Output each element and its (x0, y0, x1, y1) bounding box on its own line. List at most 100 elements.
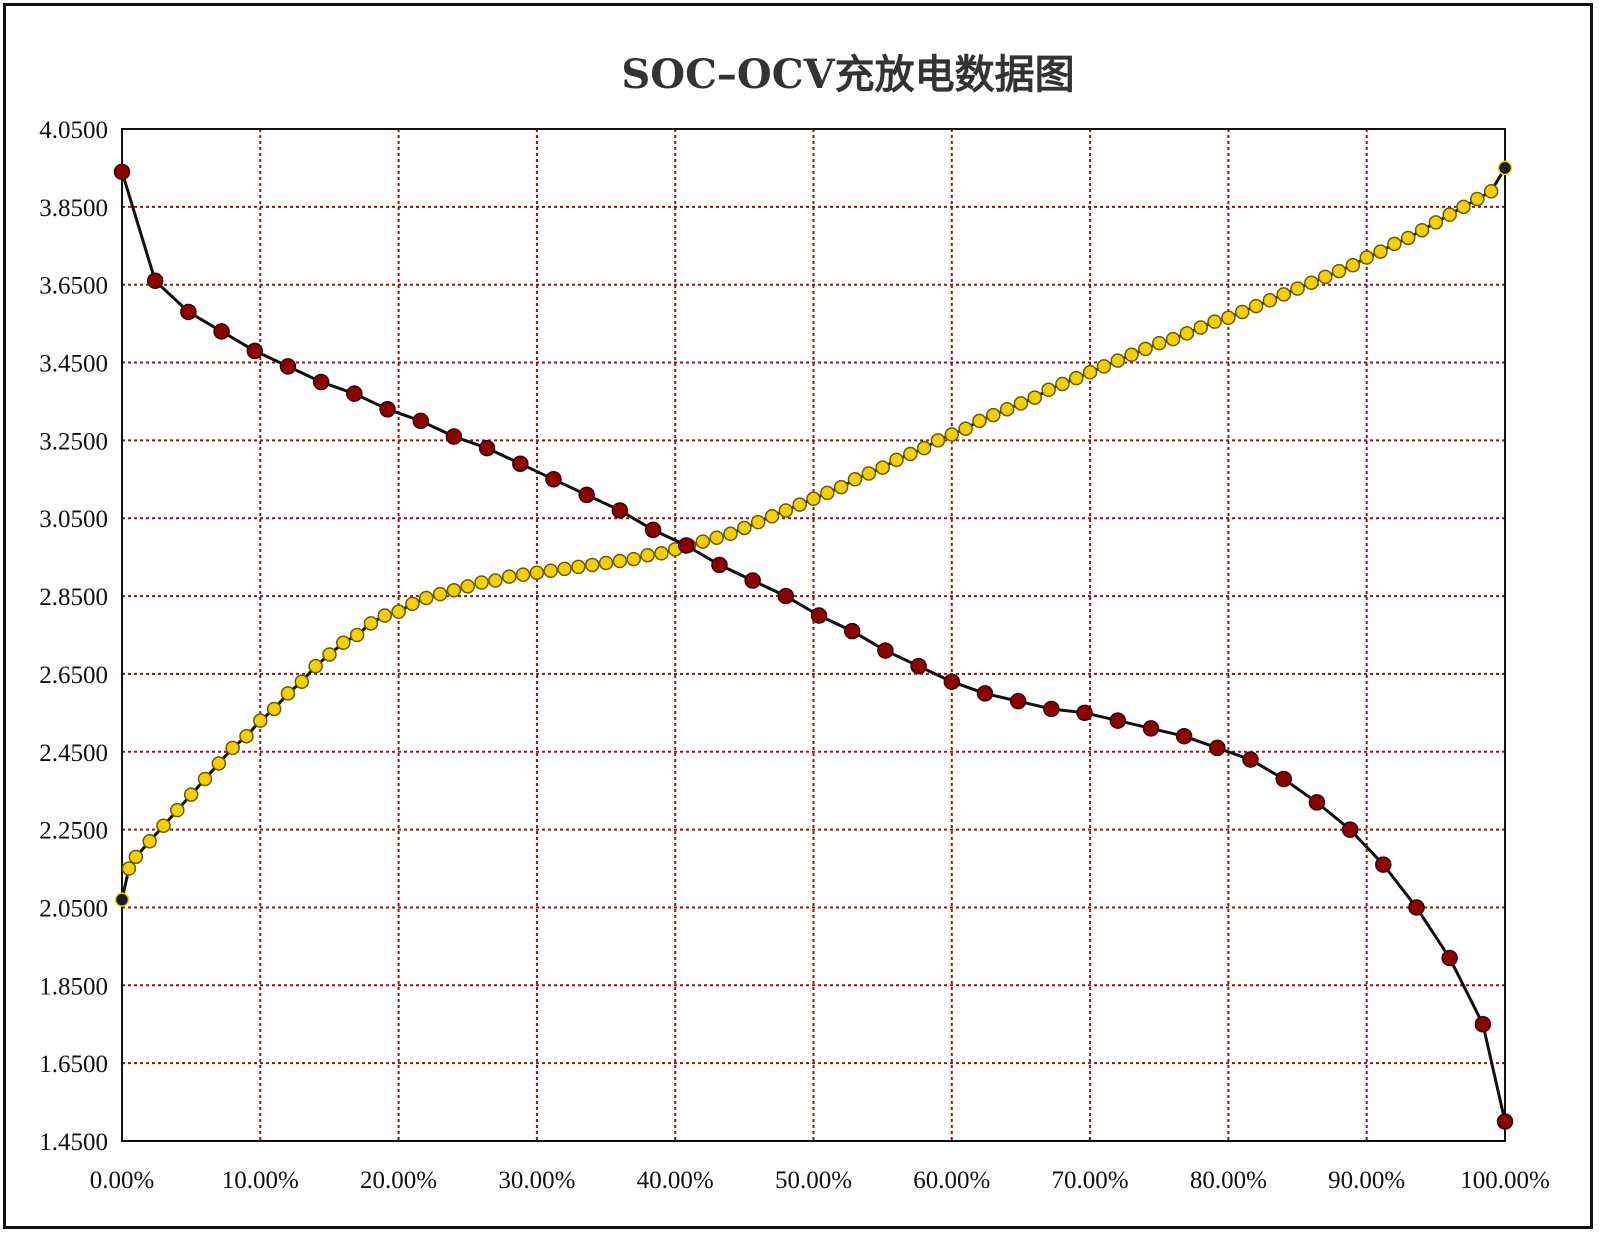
series-1-point (1234, 304, 1250, 320)
series-1-point (515, 567, 531, 582)
series-1-point (294, 674, 310, 689)
y-tick-label: 4.0500 (39, 117, 108, 144)
series-0-point (1275, 770, 1292, 788)
x-tick-label: 60.00% (913, 1167, 990, 1194)
series-1-point (930, 433, 946, 448)
series-1-point (474, 575, 489, 590)
chart-title: SOC–OCV充放电数据图 (621, 51, 1074, 98)
series-1-point (778, 503, 794, 518)
series-0-point (213, 323, 230, 340)
series-1-point (861, 466, 877, 481)
x-axis-ticks: 0.00% 10.00% 20.00% 30.00% 40.00% 50.00% 60.00… (90, 1167, 1550, 1194)
series-1-point (170, 802, 185, 818)
series-0-point (910, 657, 927, 675)
series-0-point (1242, 751, 1259, 768)
series-1-point (1096, 359, 1112, 374)
series-1-point (999, 401, 1015, 417)
series-0-point (578, 486, 595, 504)
series-1-point (1428, 215, 1444, 230)
series-0-point (1496, 1113, 1514, 1130)
series-1-point (446, 582, 462, 598)
series-1-point (336, 635, 351, 651)
y-tick-label: 3.0500 (39, 506, 108, 533)
series-1-point (1248, 298, 1264, 314)
chart-frame: SOC–OCV充放电数据图 4.0500 3.8500 3.6500 3.4500 3.… (3, 3, 1593, 1229)
series-1-point (612, 553, 628, 569)
series-1-point (1207, 314, 1222, 329)
series-1-point (889, 452, 904, 468)
series-1-point (363, 616, 379, 631)
series-1-point (847, 472, 863, 487)
x-tick-label: 50.00% (775, 1167, 852, 1194)
series-1-point (986, 407, 1001, 423)
series-1-point (1027, 390, 1043, 405)
series-1-point (944, 427, 960, 442)
series-1-point (225, 740, 240, 756)
x-tick-label: 40.00% (637, 1167, 714, 1194)
x-tick-label: 0.00% (90, 1167, 155, 1194)
series-1-point (239, 728, 254, 744)
series-1-point (875, 460, 890, 475)
series-1-point (750, 514, 766, 530)
series-layer (113, 160, 1514, 1130)
y-tick-label: 2.4500 (39, 740, 108, 767)
series-1-point (197, 771, 213, 787)
series-1-point (571, 559, 586, 575)
series-1-point (121, 861, 137, 876)
series-0-point (1209, 739, 1226, 757)
series-1-point (128, 849, 144, 865)
series-1-point (1110, 353, 1126, 368)
series-0-point (1142, 720, 1160, 737)
series-1-point (432, 586, 448, 602)
y-tick-label: 3.6500 (39, 273, 108, 300)
series-0-point (146, 272, 164, 290)
series-1-point (460, 579, 475, 594)
series-0-point (346, 385, 363, 402)
series-0-point (1175, 727, 1193, 745)
series-0-point (877, 642, 894, 659)
series-1-point (916, 440, 932, 456)
series-1-point (584, 557, 600, 573)
series-0-point (1109, 712, 1127, 729)
y-tick-label: 1.4500 (39, 1129, 108, 1156)
series-1-point (1470, 191, 1485, 207)
series-0-point (478, 439, 496, 457)
series-1-point (280, 686, 296, 701)
series-1-point (626, 551, 641, 567)
series-0-point (379, 400, 396, 418)
series-1-point (391, 604, 406, 619)
series-1-point (142, 834, 157, 849)
series-1-point (1179, 326, 1195, 341)
x-tick-label: 10.00% (222, 1167, 299, 1194)
series-0-point (412, 412, 429, 430)
series-1-point (211, 756, 227, 771)
series-1-point (1345, 257, 1361, 273)
series-0-point (810, 607, 828, 624)
series-1-point (1483, 184, 1499, 199)
series-1-point (557, 561, 572, 577)
soc-ocv-chart: SOC–OCV充放电数据图 4.0500 3.8500 3.6500 3.4500 3.… (39, 51, 1550, 1194)
series-0-point (246, 342, 264, 360)
series-1-point (349, 627, 365, 643)
y-tick-label: 3.2500 (39, 428, 108, 455)
series-1-point (1304, 275, 1319, 290)
series-1-point (1276, 287, 1291, 302)
y-tick-label: 3.4500 (39, 351, 108, 378)
series-0-point (744, 572, 761, 589)
series-1-point (1221, 310, 1236, 326)
series-0-point (180, 303, 197, 321)
series-1-point (640, 547, 655, 563)
series-1-point (1317, 269, 1333, 285)
series-0-point (1474, 1015, 1492, 1033)
series-1-point (1138, 341, 1153, 357)
x-tick-label: 70.00% (1052, 1167, 1129, 1194)
series-1-point (1387, 236, 1402, 252)
series-0-point (1441, 949, 1458, 967)
y-tick-label: 1.6500 (39, 1051, 108, 1078)
x-tick-label: 30.00% (498, 1167, 575, 1194)
y-tick-label: 2.2500 (39, 818, 108, 845)
series-1-point (419, 590, 434, 606)
series-0-point (1308, 794, 1326, 811)
series-0-point (113, 163, 131, 181)
y-tick-label: 2.8500 (39, 584, 108, 611)
